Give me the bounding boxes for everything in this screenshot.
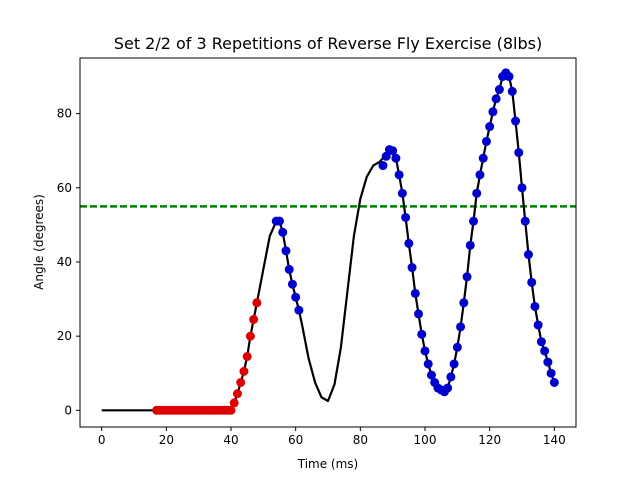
blue-data-point bbox=[381, 151, 391, 161]
blue-data-point bbox=[527, 277, 537, 287]
blue-data-point bbox=[452, 342, 462, 352]
blue-data-point bbox=[417, 329, 427, 339]
blue-data-point bbox=[481, 136, 491, 146]
red-data-point bbox=[226, 405, 236, 415]
red-data-point bbox=[245, 331, 255, 341]
blue-data-point bbox=[294, 305, 304, 315]
y-tick-label: 60 bbox=[57, 181, 72, 195]
blue-marker-series bbox=[271, 68, 559, 397]
blue-data-point bbox=[485, 122, 495, 132]
x-tick-label: 120 bbox=[478, 433, 501, 447]
red-data-point bbox=[239, 366, 249, 376]
x-tick-label: 140 bbox=[543, 433, 566, 447]
blue-data-point bbox=[507, 86, 517, 96]
y-tick-label: 40 bbox=[57, 255, 72, 269]
blue-data-point bbox=[423, 359, 433, 369]
blue-data-point bbox=[284, 264, 294, 274]
blue-data-point bbox=[278, 227, 288, 237]
red-marker-series bbox=[152, 298, 262, 415]
x-axis-label: Time (ms) bbox=[297, 457, 359, 471]
blue-data-point bbox=[549, 377, 559, 387]
x-tick-label: 60 bbox=[288, 433, 303, 447]
blue-data-point bbox=[475, 170, 485, 180]
blue-data-point bbox=[478, 153, 488, 163]
blue-data-point bbox=[407, 263, 417, 273]
blue-data-point bbox=[540, 346, 550, 356]
blue-data-point bbox=[394, 170, 404, 180]
blue-data-point bbox=[388, 146, 398, 156]
red-data-point bbox=[236, 377, 246, 387]
blue-data-point bbox=[536, 337, 546, 347]
red-data-point bbox=[229, 398, 239, 408]
blue-data-point bbox=[514, 148, 524, 158]
blue-data-point bbox=[401, 212, 411, 222]
y-tick-label: 80 bbox=[57, 107, 72, 121]
y-tick-label: 0 bbox=[64, 403, 72, 417]
x-tick-label: 80 bbox=[353, 433, 368, 447]
x-tick-label: 40 bbox=[223, 433, 238, 447]
x-tick-label: 100 bbox=[414, 433, 437, 447]
blue-data-point bbox=[520, 216, 530, 226]
blue-data-point bbox=[511, 116, 521, 126]
blue-data-point bbox=[472, 188, 482, 198]
blue-data-point bbox=[494, 85, 504, 95]
x-axis: 0 20 40 60 80 100 120 140 bbox=[98, 427, 566, 447]
blue-data-point bbox=[410, 288, 420, 298]
y-tick-label: 20 bbox=[57, 329, 72, 343]
blue-data-point bbox=[530, 301, 540, 311]
blue-data-point bbox=[287, 279, 297, 289]
blue-data-point bbox=[517, 183, 527, 193]
y-axis-label: Angle (degrees) bbox=[32, 194, 46, 290]
red-data-point bbox=[249, 314, 259, 324]
red-data-point bbox=[242, 352, 252, 362]
x-tick-label: 20 bbox=[159, 433, 174, 447]
blue-data-point bbox=[291, 292, 301, 302]
blue-data-point bbox=[543, 357, 553, 367]
blue-data-point bbox=[274, 216, 284, 226]
blue-data-point bbox=[420, 346, 430, 356]
plot-frame bbox=[79, 57, 577, 428]
blue-data-point bbox=[459, 298, 469, 308]
blue-data-point bbox=[465, 240, 475, 250]
blue-data-point bbox=[523, 250, 533, 260]
blue-data-point bbox=[449, 359, 459, 369]
blue-data-point bbox=[391, 153, 401, 163]
blue-data-point bbox=[546, 368, 556, 378]
blue-data-point bbox=[443, 383, 453, 393]
blue-data-point bbox=[491, 94, 501, 104]
blue-data-point bbox=[446, 372, 456, 382]
y-axis: 0 20 40 60 80 bbox=[57, 107, 80, 417]
blue-data-point bbox=[456, 322, 466, 332]
red-data-point bbox=[252, 298, 262, 308]
blue-data-point bbox=[281, 246, 291, 256]
blue-data-point bbox=[533, 320, 543, 330]
plot-area bbox=[80, 68, 576, 415]
blue-data-point bbox=[462, 272, 472, 282]
blue-data-point bbox=[397, 188, 407, 198]
blue-data-point bbox=[504, 72, 514, 82]
chart-title: Set 2/2 of 3 Repetitions of Reverse Fly … bbox=[114, 34, 542, 53]
x-tick-label: 0 bbox=[98, 433, 106, 447]
blue-data-point bbox=[404, 238, 414, 248]
blue-data-point bbox=[414, 309, 424, 319]
blue-data-point bbox=[426, 370, 436, 380]
blue-data-point bbox=[469, 216, 479, 226]
blue-data-point bbox=[488, 107, 498, 117]
red-data-point bbox=[232, 389, 242, 399]
blue-data-point bbox=[378, 161, 388, 171]
angle-series-line bbox=[101, 71, 556, 412]
